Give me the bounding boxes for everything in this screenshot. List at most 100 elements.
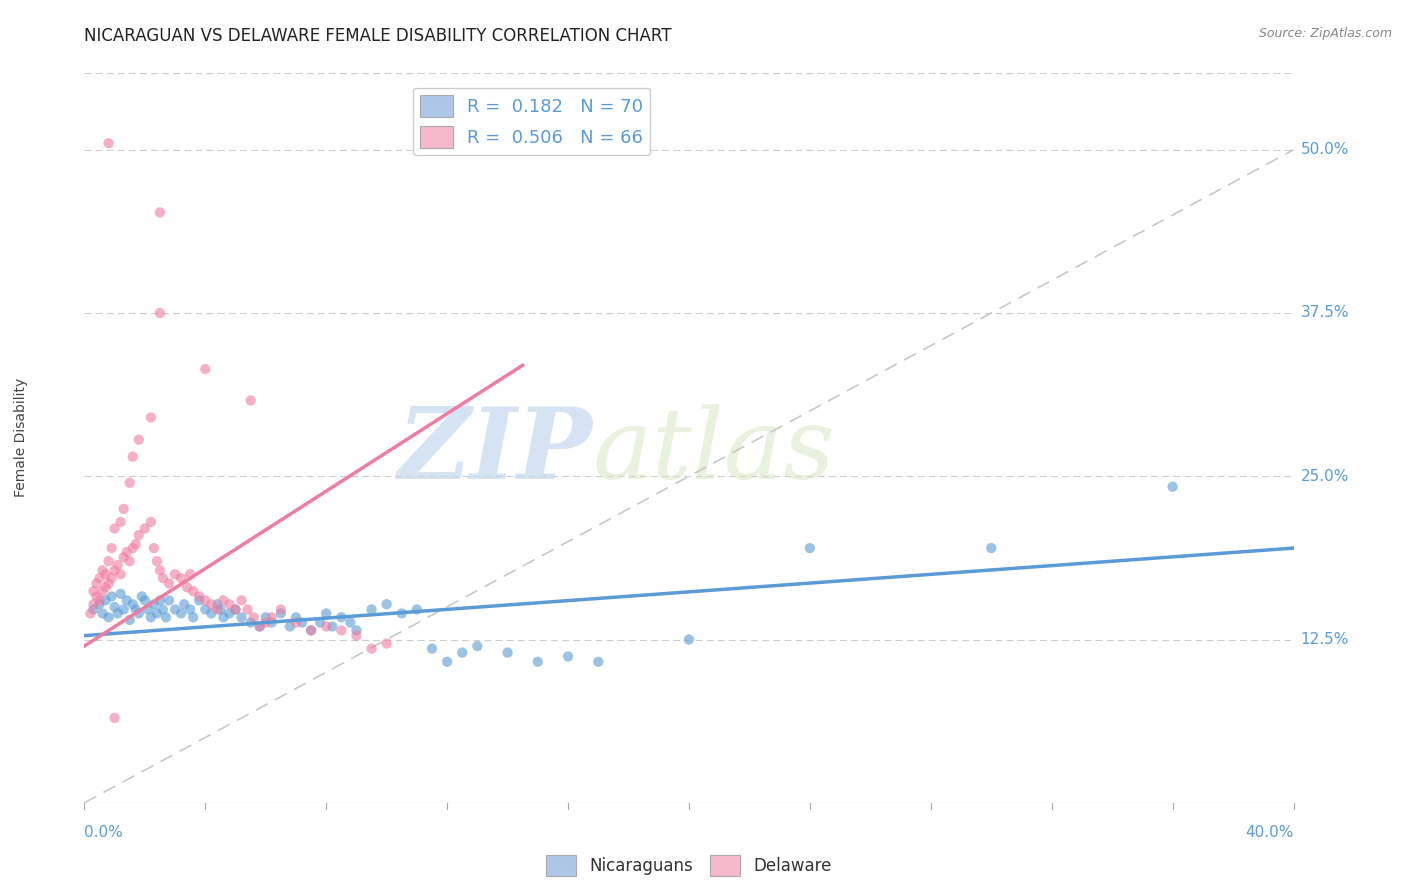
Point bbox=[315, 619, 337, 633]
Point bbox=[260, 615, 283, 630]
Point bbox=[980, 541, 1002, 555]
Point bbox=[678, 632, 700, 647]
Point bbox=[149, 205, 172, 219]
Text: 0.0%: 0.0% bbox=[84, 825, 124, 840]
Point bbox=[173, 597, 195, 611]
Point bbox=[467, 639, 489, 653]
Point bbox=[588, 655, 610, 669]
Point bbox=[94, 567, 117, 582]
Point bbox=[194, 362, 217, 376]
Point bbox=[254, 610, 277, 624]
Point bbox=[112, 550, 135, 565]
Point bbox=[97, 576, 120, 591]
Point bbox=[128, 528, 150, 542]
Point bbox=[128, 607, 150, 621]
Point bbox=[157, 593, 180, 607]
Point bbox=[207, 597, 229, 611]
Text: 50.0%: 50.0% bbox=[1301, 142, 1348, 157]
Point bbox=[104, 711, 127, 725]
Point bbox=[242, 610, 264, 624]
Point bbox=[131, 590, 153, 604]
Point bbox=[139, 515, 162, 529]
Point bbox=[375, 597, 398, 611]
Point bbox=[557, 649, 579, 664]
Point bbox=[94, 593, 117, 607]
Point bbox=[118, 475, 141, 490]
Point bbox=[299, 624, 322, 638]
Text: Source: ZipAtlas.com: Source: ZipAtlas.com bbox=[1258, 27, 1392, 40]
Point bbox=[89, 571, 111, 585]
Point bbox=[526, 655, 548, 669]
Point bbox=[100, 590, 122, 604]
Text: 12.5%: 12.5% bbox=[1301, 632, 1348, 647]
Point bbox=[249, 619, 271, 633]
Point bbox=[79, 607, 101, 621]
Point bbox=[346, 624, 368, 638]
Point bbox=[254, 615, 277, 630]
Point bbox=[91, 584, 114, 599]
Point bbox=[236, 602, 259, 616]
Point bbox=[112, 502, 135, 516]
Text: ZIP: ZIP bbox=[398, 403, 592, 500]
Point bbox=[194, 593, 217, 607]
Point bbox=[107, 558, 129, 573]
Point bbox=[89, 593, 111, 607]
Point bbox=[134, 593, 156, 607]
Point bbox=[125, 537, 148, 551]
Point bbox=[121, 450, 143, 464]
Point bbox=[139, 410, 162, 425]
Point bbox=[496, 646, 519, 660]
Point bbox=[239, 615, 262, 630]
Point bbox=[82, 597, 104, 611]
Text: 40.0%: 40.0% bbox=[1246, 825, 1294, 840]
Point bbox=[149, 306, 172, 320]
Point bbox=[360, 641, 382, 656]
Point bbox=[149, 563, 172, 577]
Point bbox=[100, 541, 122, 555]
Point bbox=[125, 602, 148, 616]
Point bbox=[260, 610, 283, 624]
Point bbox=[181, 610, 204, 624]
Point bbox=[420, 641, 443, 656]
Point bbox=[270, 602, 292, 616]
Point bbox=[155, 610, 177, 624]
Point bbox=[121, 597, 143, 611]
Point bbox=[179, 567, 201, 582]
Point bbox=[115, 545, 138, 559]
Point bbox=[134, 521, 156, 535]
Point bbox=[239, 393, 262, 408]
Point bbox=[110, 567, 132, 582]
Point bbox=[339, 615, 361, 630]
Text: 25.0%: 25.0% bbox=[1301, 469, 1348, 483]
Text: 37.5%: 37.5% bbox=[1301, 305, 1348, 320]
Point bbox=[128, 433, 150, 447]
Point bbox=[249, 619, 271, 633]
Point bbox=[97, 610, 120, 624]
Point bbox=[291, 615, 314, 630]
Point bbox=[97, 554, 120, 568]
Point bbox=[360, 602, 382, 616]
Point bbox=[1161, 480, 1184, 494]
Point bbox=[212, 610, 235, 624]
Point bbox=[142, 597, 165, 611]
Point bbox=[118, 554, 141, 568]
Point bbox=[121, 541, 143, 555]
Text: Female Disability: Female Disability bbox=[14, 377, 28, 497]
Point bbox=[188, 593, 211, 607]
Point bbox=[100, 571, 122, 585]
Point bbox=[170, 607, 193, 621]
Point bbox=[284, 615, 308, 630]
Point bbox=[218, 597, 240, 611]
Legend: Nicaraguans, Delaware: Nicaraguans, Delaware bbox=[540, 848, 838, 882]
Point bbox=[112, 602, 135, 616]
Point bbox=[176, 580, 198, 594]
Point bbox=[163, 567, 186, 582]
Point bbox=[200, 597, 222, 611]
Point bbox=[104, 563, 127, 577]
Point bbox=[91, 607, 114, 621]
Point bbox=[146, 554, 169, 568]
Point bbox=[89, 597, 111, 611]
Point bbox=[451, 646, 474, 660]
Point bbox=[107, 607, 129, 621]
Text: atlas: atlas bbox=[592, 404, 835, 500]
